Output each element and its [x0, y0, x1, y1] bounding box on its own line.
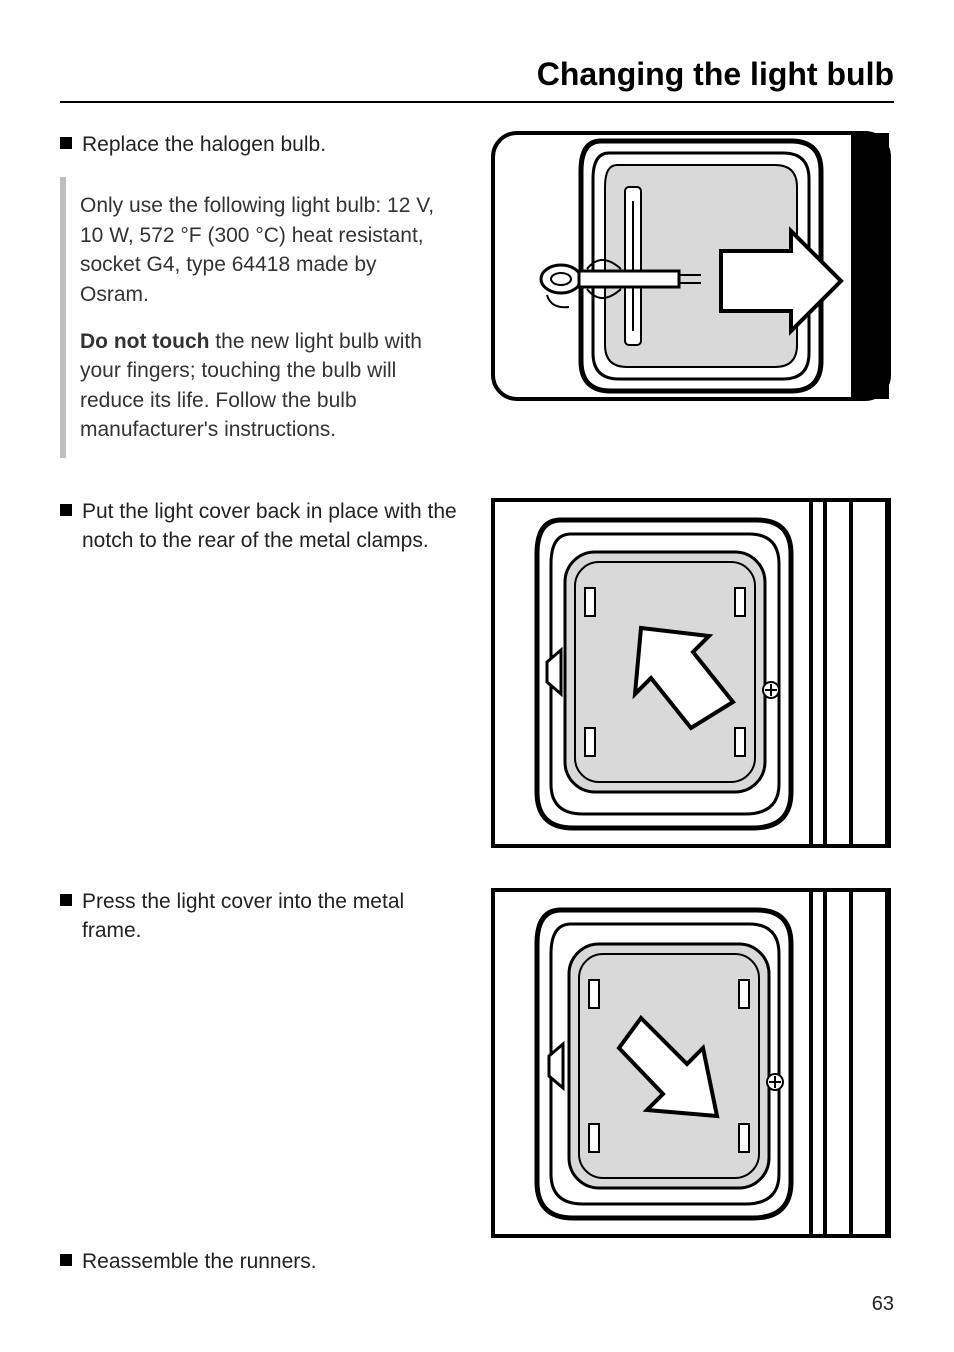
step-1-text: Replace the halogen bulb. Only use the f… [60, 131, 460, 458]
page-number: 63 [872, 1293, 894, 1316]
bullet-replace-bulb-text: Replace the halogen bulb. [82, 131, 326, 159]
figure-press-cover-icon [491, 888, 891, 1238]
row-step-2: Put the light cover back in place with t… [60, 498, 894, 848]
page-title: Changing the light bulb [60, 56, 894, 103]
bullet-square-icon [60, 1254, 72, 1266]
callout-paragraph-1: Only use the following light bulb: 12 V,… [80, 191, 442, 309]
bullet-press-cover: Press the light cover into the metal fra… [60, 888, 460, 945]
figure-1-container [488, 131, 894, 401]
callout-paragraph-2: Do not touch the new light bulb with you… [80, 327, 442, 445]
figure-insert-bulb-icon [491, 131, 891, 401]
row-step-1: Replace the halogen bulb. Only use the f… [60, 131, 894, 458]
bullet-replace-bulb: Replace the halogen bulb. [60, 131, 460, 159]
figure-place-cover-icon [491, 498, 891, 848]
bullet-square-icon [60, 894, 72, 906]
step-3-text: Press the light cover into the metal fra… [60, 888, 460, 945]
step-2-text: Put the light cover back in place with t… [60, 498, 460, 555]
bullet-square-icon [60, 137, 72, 149]
figure-3-container [488, 888, 894, 1238]
page-root: Changing the light bulb Replace the halo… [0, 0, 954, 1352]
bullet-put-cover: Put the light cover back in place with t… [60, 498, 460, 555]
bullet-square-icon [60, 504, 72, 516]
row-step-4: Reassemble the runners. [60, 1248, 894, 1276]
callout-bold-phrase: Do not touch [80, 330, 209, 353]
bullet-press-cover-text: Press the light cover into the metal fra… [82, 888, 460, 945]
figure-2-container [488, 498, 894, 848]
bullet-reassemble-runners: Reassemble the runners. [60, 1248, 460, 1276]
row-step-3: Press the light cover into the metal fra… [60, 888, 894, 1238]
step-4-text: Reassemble the runners. [60, 1248, 460, 1276]
callout-box: Only use the following light bulb: 12 V,… [60, 177, 460, 458]
bullet-put-cover-text: Put the light cover back in place with t… [82, 498, 460, 555]
bullet-reassemble-runners-text: Reassemble the runners. [82, 1248, 317, 1276]
